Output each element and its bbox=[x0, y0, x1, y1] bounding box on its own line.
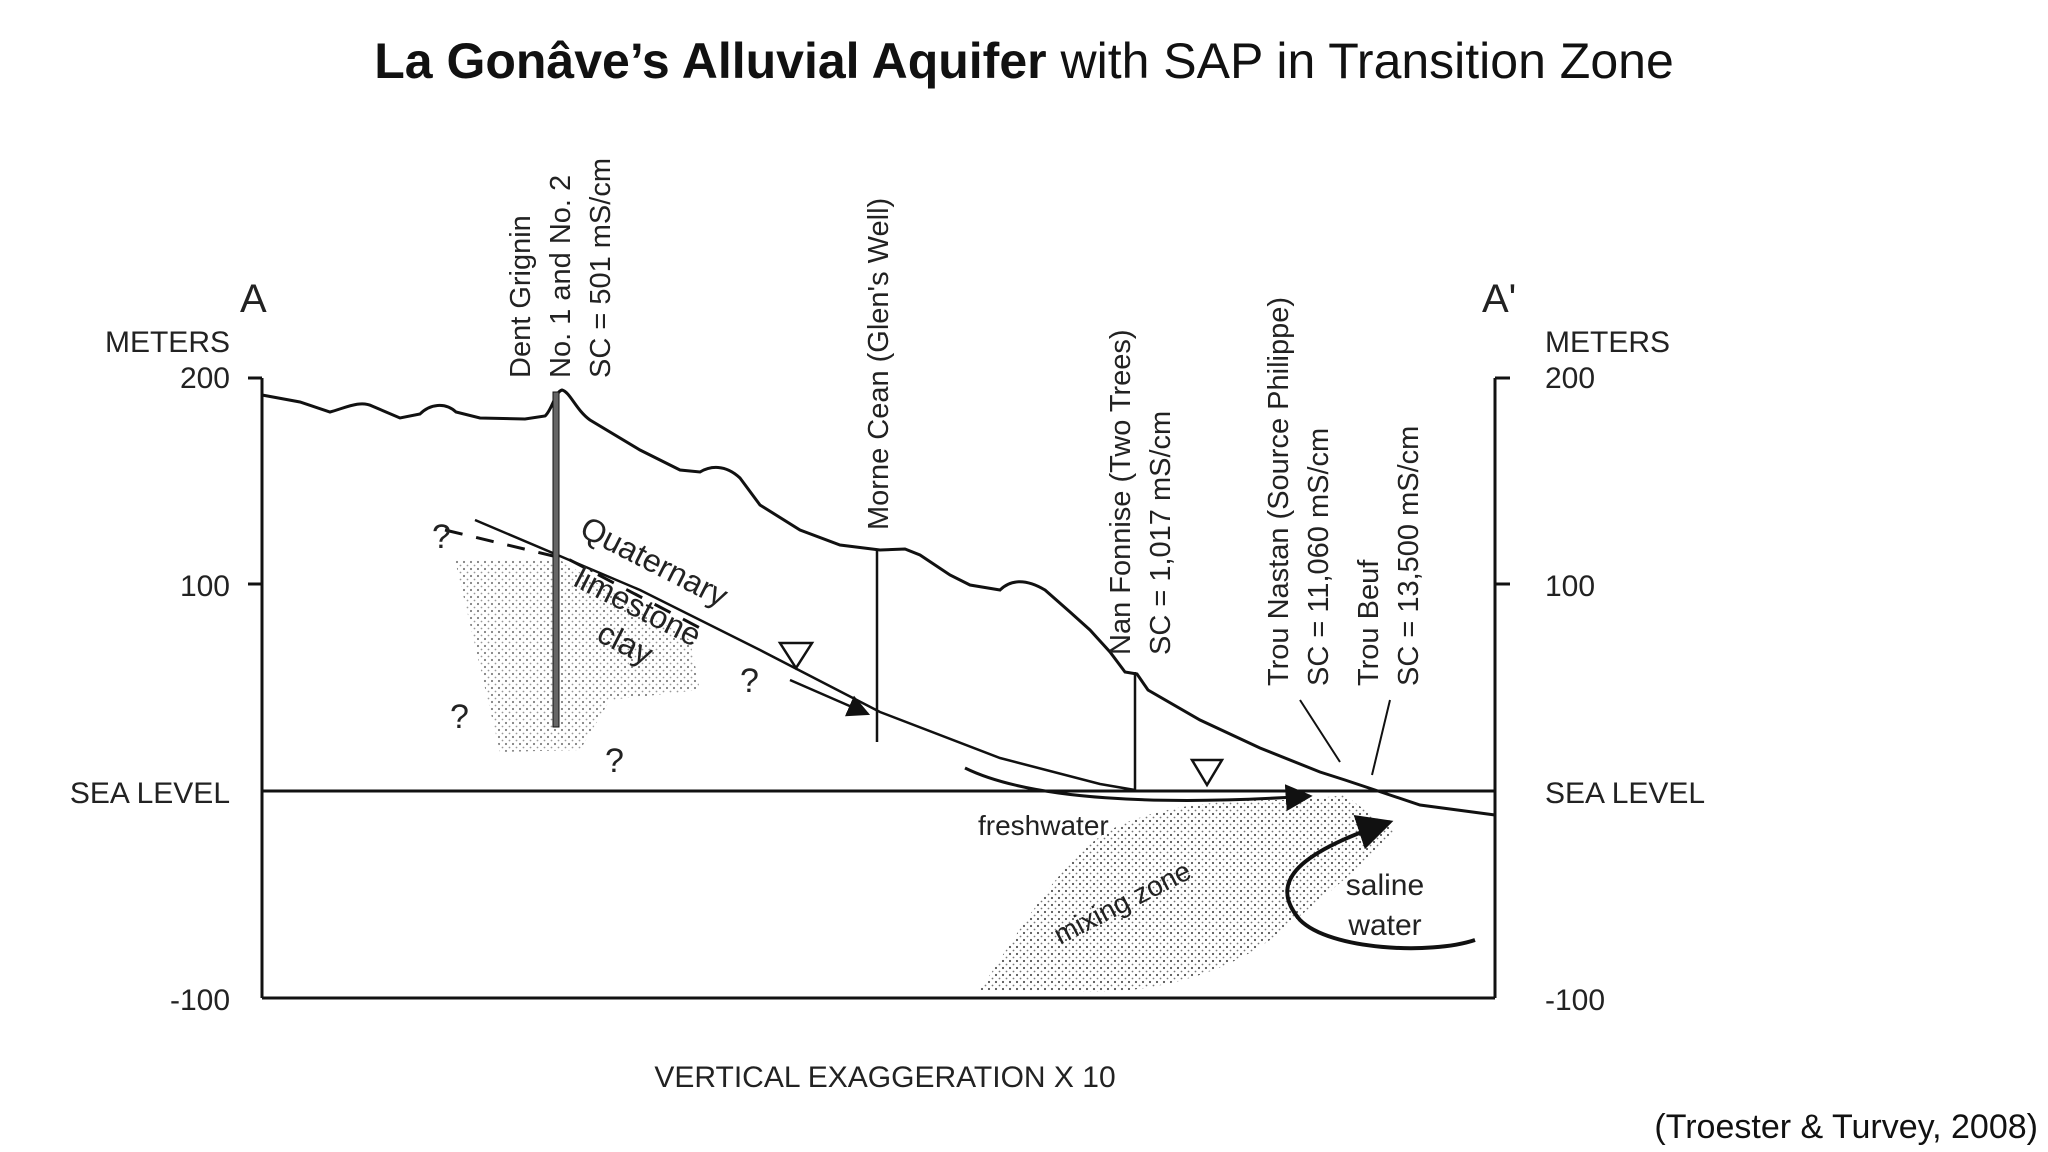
left-axis: METERS 200 100 SEA LEVEL -100 bbox=[70, 326, 264, 1017]
right-axis: METERS 200 100 SEA LEVEL -100 bbox=[1493, 326, 1705, 1017]
flow-arrow-upland bbox=[789, 678, 871, 717]
dent-grignin-line3: SC = 501 mS/cm bbox=[585, 158, 617, 378]
question-mark-3: ? bbox=[450, 698, 469, 736]
dent-grignin-line2: No. 1 and No. 2 bbox=[545, 175, 577, 378]
section-start-label: A bbox=[240, 277, 267, 321]
ground-surface-line bbox=[261, 388, 1496, 817]
label-saline-2: water bbox=[1347, 909, 1421, 942]
trou-nastan-line1: Trou Nastan (Source Philippe) bbox=[1263, 297, 1295, 686]
left-tick-sea-level: SEA LEVEL bbox=[70, 777, 230, 810]
well-dent-grignin bbox=[552, 391, 560, 728]
trou-nastan-line2: SC = 11,060 mS/cm bbox=[1303, 428, 1335, 686]
dent-grignin-line1: Dent Grignin bbox=[505, 215, 537, 378]
leader-trou-nastan bbox=[1299, 699, 1341, 763]
right-tick-200: 200 bbox=[1545, 362, 1595, 395]
right-tick-sea-level: SEA LEVEL bbox=[1545, 777, 1705, 810]
well-label-morne-cean: Morne Cean (Glen's Well) bbox=[863, 198, 895, 530]
right-tick-minus-100: -100 bbox=[1545, 984, 1605, 1017]
water-table-triangle-2 bbox=[1189, 758, 1225, 788]
nan-fonnise-line1: Nan Fonnise (Two Trees) bbox=[1105, 329, 1137, 655]
title-rest: with SAP in Transition Zone bbox=[1046, 33, 1674, 89]
well-label-trou-nastan: Trou Nastan (Source Philippe) SC = 11,06… bbox=[1263, 297, 1335, 686]
trou-beuf-line2: SC = 13,500 mS/cm bbox=[1393, 426, 1425, 686]
leader-trou-beuf bbox=[1371, 699, 1391, 776]
dashed-contact-line bbox=[444, 528, 701, 630]
water-table-line bbox=[474, 518, 1136, 792]
citation: (Troester & Turvey, 2008) bbox=[1654, 1108, 2038, 1146]
left-axis-unit: METERS bbox=[105, 326, 230, 359]
nan-fonnise-line2: SC = 1,017 mS/cm bbox=[1145, 411, 1177, 655]
slide-title: La Gonâve’s Alluvial Aquifer with SAP in… bbox=[0, 32, 2048, 90]
question-mark-2: ? bbox=[740, 662, 759, 700]
flow-arrow-saline bbox=[1285, 815, 1476, 951]
right-tick-100: 100 bbox=[1545, 570, 1595, 603]
left-tick-100: 100 bbox=[180, 570, 230, 603]
well-label-nan-fonnise: Nan Fonnise (Two Trees) SC = 1,017 mS/cm bbox=[1105, 329, 1177, 655]
title-bold: La Gonâve’s Alluvial Aquifer bbox=[374, 33, 1047, 89]
label-saline-1: saline bbox=[1346, 869, 1424, 902]
mixing-zone-stipple bbox=[980, 795, 1395, 992]
left-tick-200: 200 bbox=[180, 362, 230, 395]
morne-cean-line1: Morne Cean (Glen's Well) bbox=[863, 198, 895, 530]
label-freshwater: freshwater bbox=[978, 810, 1109, 841]
flow-arrow-freshwater bbox=[964, 766, 1313, 812]
right-axis-unit: METERS bbox=[1545, 326, 1670, 359]
clay-stipple-area bbox=[455, 560, 700, 752]
section-end-label: A' bbox=[1482, 277, 1516, 321]
left-tick-minus-100: -100 bbox=[170, 984, 230, 1017]
vertical-exaggeration-label: VERTICAL EXAGGERATION X 10 bbox=[654, 1061, 1115, 1094]
trou-beuf-line1: Trou Beuf bbox=[1353, 559, 1385, 686]
water-table-triangle-1 bbox=[777, 641, 815, 671]
question-mark-1: ? bbox=[432, 518, 451, 556]
well-label-dent-grignin: Dent Grignin No. 1 and No. 2 SC = 501 mS… bbox=[505, 158, 617, 378]
question-mark-4: ? bbox=[605, 742, 624, 780]
well-label-trou-beuf: Trou Beuf SC = 13,500 mS/cm bbox=[1353, 426, 1425, 686]
